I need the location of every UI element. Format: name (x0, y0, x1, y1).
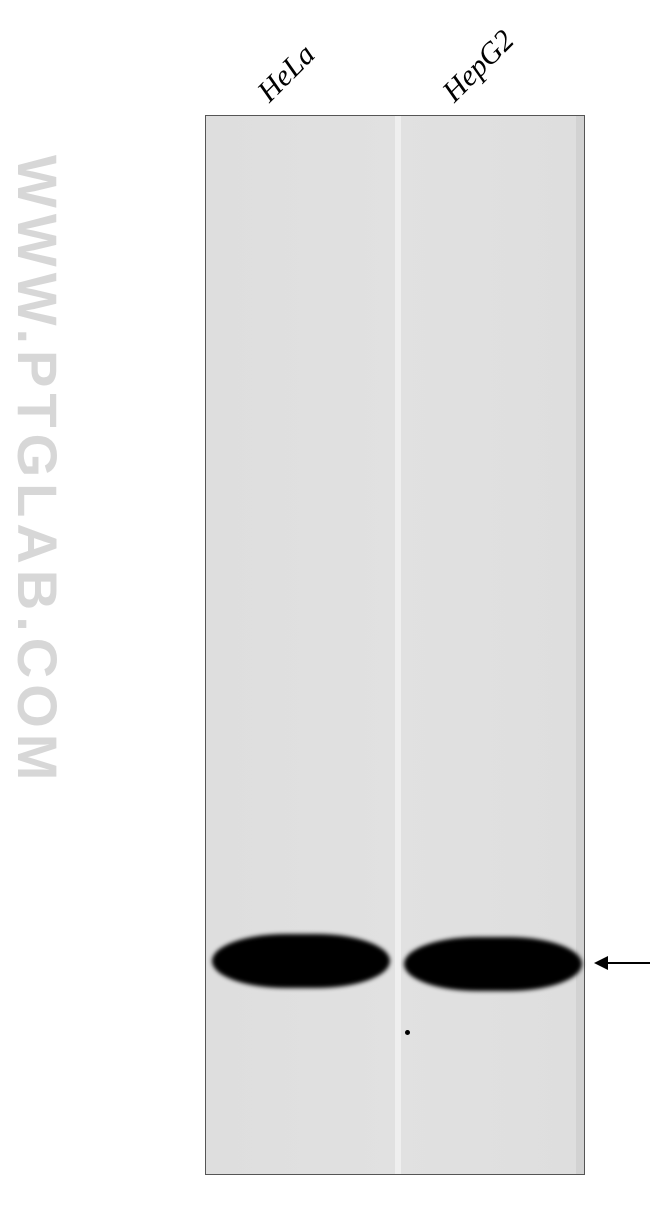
figure-container: HeLa HepG2 100 kDa→ 70 kDa→ 50 kDa→ 40 k… (0, 0, 650, 1223)
watermark-text: WWW.PTGLAB.COM (5, 155, 70, 786)
lane-divider (395, 116, 401, 1174)
band-lane-0 (212, 934, 390, 988)
arrow-head-icon (594, 956, 608, 970)
target-band-arrow (594, 956, 650, 970)
blot-right-edge (576, 116, 584, 1174)
lane-label-0: HeLa (251, 38, 322, 109)
lane-label-1: HepG2 (436, 24, 521, 109)
band-lane-1 (404, 937, 582, 991)
arrow-line (608, 962, 650, 964)
blot-membrane (205, 115, 585, 1175)
